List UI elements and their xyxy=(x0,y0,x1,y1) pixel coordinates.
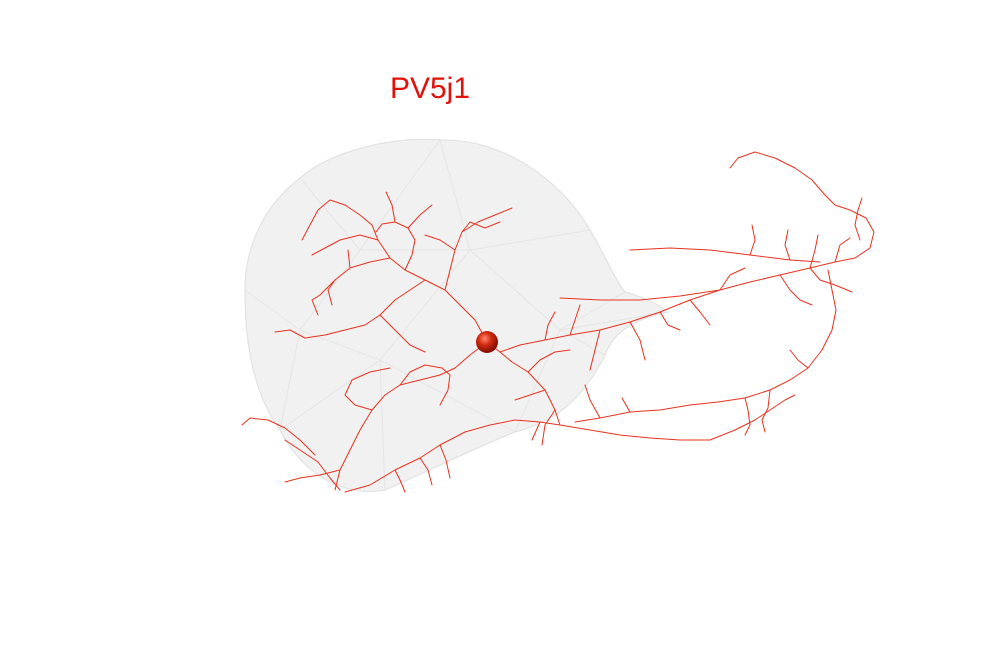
soma-sphere xyxy=(476,331,498,353)
brain-region-mesh xyxy=(244,138,670,492)
neuron-title: PV5j1 xyxy=(389,72,471,105)
neuron-arbor xyxy=(241,151,875,493)
